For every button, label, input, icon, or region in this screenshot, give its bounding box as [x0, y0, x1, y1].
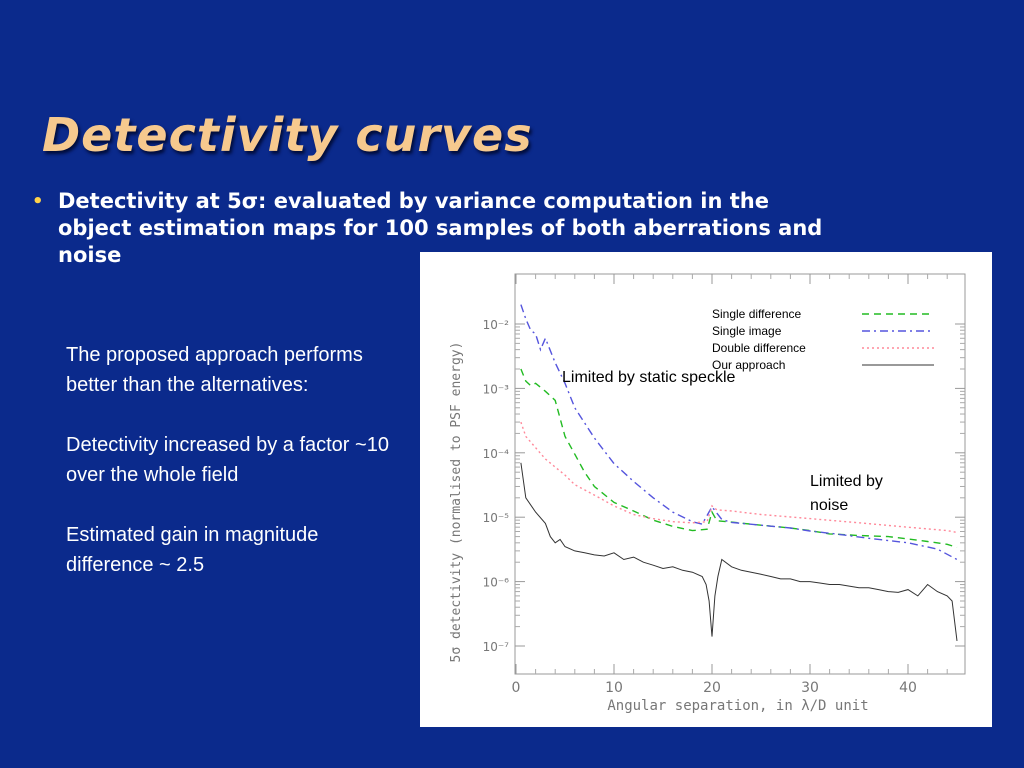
bullet-text-line: Detectivity at 5σ: evaluated by variance… [58, 189, 769, 213]
annotation-noise: Limited by noise [810, 473, 883, 514]
series-line-single-difference [520, 368, 958, 549]
bullet-marker: • [32, 191, 44, 212]
legend-label: Our approach [712, 358, 785, 372]
bullet-text-line: noise [58, 243, 122, 267]
plot-frame: 10⁻⁷ 10⁻⁶ 10⁻⁵ 10⁻⁴ 10⁻³ 10⁻² 0 10 20 30 40 [483, 273, 966, 696]
x-tick-label: 30 [801, 680, 819, 696]
x-tick-label: 20 [703, 680, 721, 696]
bullet-text: Detectivity at 5σ: evaluated by variance… [58, 188, 928, 269]
y-tick-label: 10⁻⁷ [483, 640, 510, 654]
plot-border [514, 273, 966, 675]
slide-title: Detectivity curves [42, 108, 533, 162]
note-paragraph: Estimated gain in magnitude difference ~… [66, 524, 319, 576]
x-axis-label: Angular separation, in λ/D unit [607, 698, 868, 714]
legend-label: Single image [712, 324, 782, 338]
chart-legend: Single difference Single image Double diff… [712, 307, 934, 372]
x-tick-label: 0 [512, 680, 521, 696]
series-group [520, 304, 958, 641]
y-tick-label: 10⁻² [483, 318, 510, 332]
legend-label: Single difference [712, 307, 802, 321]
detectivity-chart: 10⁻⁷ 10⁻⁶ 10⁻⁵ 10⁻⁴ 10⁻³ 10⁻² 0 10 20 30 40 Single… [449, 273, 966, 714]
note-paragraph: Detectivity increased by a factor ~10 ov… [66, 434, 389, 486]
note-paragraph: The proposed approach performs better th… [66, 344, 363, 396]
x-tick-label: 10 [605, 680, 623, 696]
series-line-our-approach [520, 462, 958, 641]
annotation-static-speckle: Limited by static speckle [562, 369, 736, 386]
bullet-text-line: object estimation maps for 100 samples o… [58, 216, 823, 240]
y-tick-label: 10⁻⁵ [483, 511, 510, 525]
y-tick-label: 10⁻³ [483, 382, 510, 396]
series-line-single-image [520, 304, 958, 561]
y-axis-label: 5σ detectivity (normalised to PSF energy… [449, 342, 464, 663]
chart-panel: 10⁻⁷ 10⁻⁶ 10⁻⁵ 10⁻⁴ 10⁻³ 10⁻² 0 10 20 30 40 Single… [420, 252, 992, 727]
y-tick-label: 10⁻⁴ [483, 447, 510, 461]
side-notes: The proposed approach performs better th… [66, 340, 396, 610]
legend-label: Double difference [712, 341, 806, 355]
x-tick-label: 40 [899, 680, 917, 696]
y-tick-label: 10⁻⁶ [483, 576, 510, 590]
